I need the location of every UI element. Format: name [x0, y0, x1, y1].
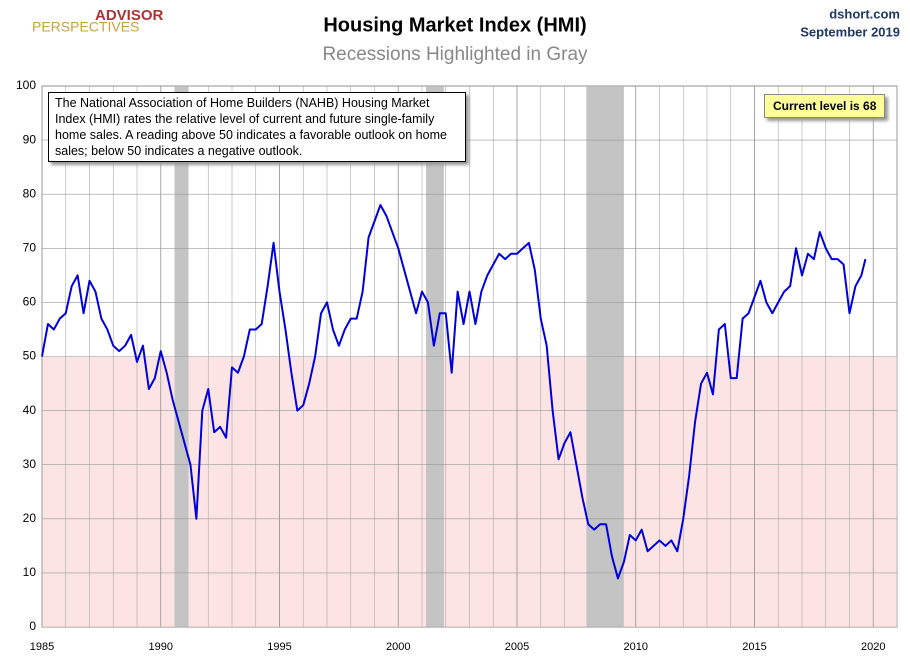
y-tick-label: 100 — [16, 78, 36, 92]
y-tick-label: 30 — [23, 457, 37, 471]
y-tick-label: 70 — [23, 240, 37, 254]
x-tick-label: 2010 — [624, 641, 648, 653]
x-tick-label: 1985 — [30, 641, 54, 653]
y-tick-label: 60 — [23, 295, 37, 309]
x-tick-label: 2000 — [386, 641, 410, 653]
x-tick-label: 2015 — [742, 641, 766, 653]
y-tick-label: 90 — [23, 132, 37, 146]
logo: ADVISOR — [95, 7, 164, 24]
current-level: Current level is 68 — [764, 94, 886, 118]
date: September 2019 — [800, 24, 900, 39]
logo: PERSPECTIVES — [32, 19, 139, 35]
chart-title: Housing Market Index (HMI) — [323, 14, 586, 36]
x-tick-label: 2005 — [505, 641, 529, 653]
y-tick-label: 40 — [23, 403, 37, 417]
note: The National Association of Home Builder… — [48, 92, 466, 162]
chart-subtitle: Recessions Highlighted in Gray — [322, 44, 588, 65]
y-tick-label: 20 — [23, 511, 37, 525]
y-tick-label: 50 — [23, 349, 37, 363]
source: dshort.com — [829, 6, 900, 21]
x-tick-label: 1990 — [149, 641, 173, 653]
line — [41, 204, 867, 580]
x-tick-label: 2020 — [861, 641, 885, 653]
y-tick-label: 80 — [23, 186, 37, 200]
y-tick-label: 10 — [23, 565, 37, 579]
y-tick-label: 0 — [29, 619, 36, 633]
x-tick-label: 1995 — [267, 641, 291, 653]
